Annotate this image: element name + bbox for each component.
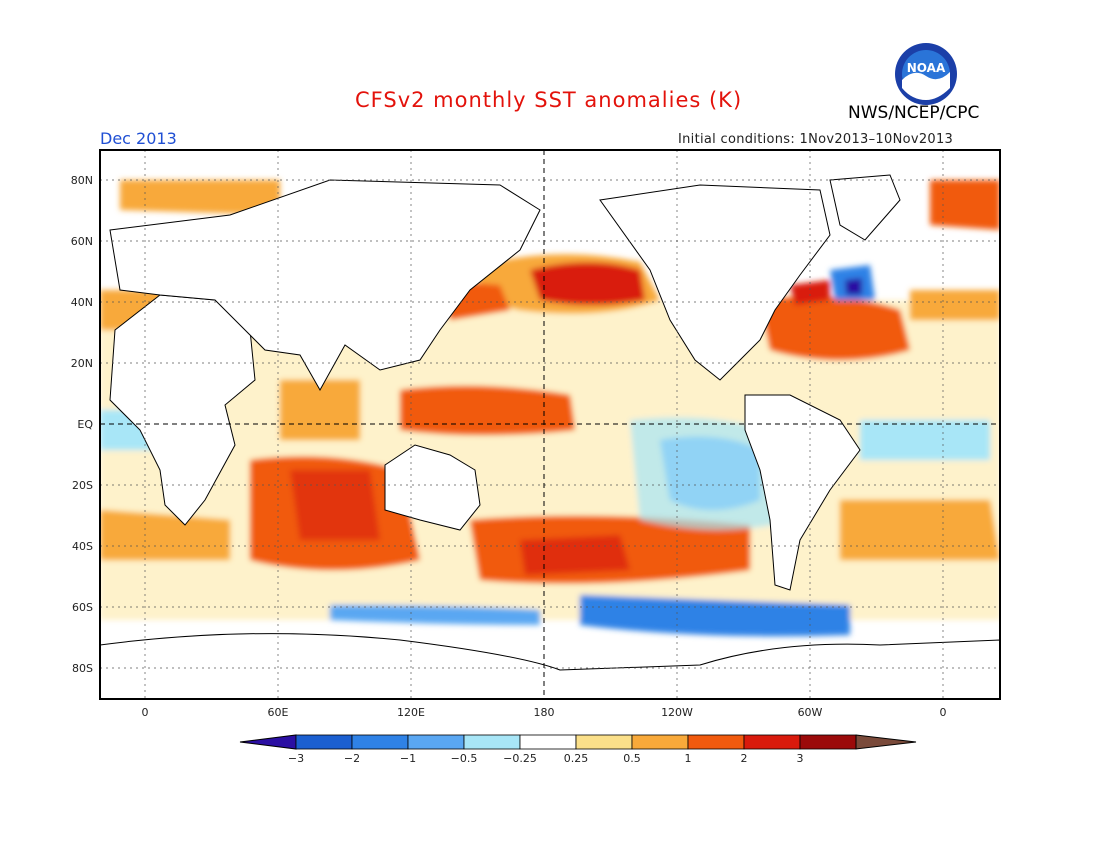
lon-tick-label: 120E [397,706,425,719]
colorbar-high-arrow [855,734,917,750]
svg-text:NOAA: NOAA [907,61,946,75]
colorbar-swatch [463,734,521,750]
continent-outlines [100,174,1000,699]
colorbar: −3 −2 −1 −0.5 −0.25 0.25 0.5 1 2 3 [239,734,917,765]
colorbar-label: −3 [288,752,304,765]
colorbar-swatch [575,734,633,750]
lat-tick-label: 80N [71,174,93,187]
colorbar-swatch [799,734,857,750]
colorbar-swatch [351,734,409,750]
colorbar-swatch [631,734,689,750]
lat-tick-label: 20S [72,479,93,492]
lon-tick-label: 60W [798,706,823,719]
colorbar-label: 0.5 [623,752,641,765]
colorbar-swatch [743,734,801,750]
colorbar-swatch [295,734,353,750]
lat-tick-label: 60S [72,601,93,614]
colorbar-label: 2 [741,752,748,765]
lat-tick-label: EQ [77,418,93,431]
lat-tick-label: 20N [71,357,93,370]
colorbar-swatch [687,734,745,750]
colorbar-label: 3 [797,752,804,765]
lon-tick-label: 60E [268,706,289,719]
lon-tick-label: 120W [661,706,693,719]
noaa-logo: NOAA [895,43,957,105]
agency-label: NWS/NCEP/CPC [848,103,980,123]
gridlines [100,150,1000,699]
colorbar-swatch [519,734,577,750]
lon-axis: 0 60E 120E 180 120W 60W 0 [142,706,947,719]
initial-conditions: Initial conditions: 1Nov2013–10Nov2013 [678,132,954,147]
map-frame [99,149,1001,700]
forecast-month: Dec 2013 [100,129,177,148]
colorbar-low-arrow [239,734,297,750]
lat-tick-label: 40N [71,296,93,309]
colorbar-label: 0.25 [564,752,589,765]
colorbar-swatch [407,734,465,750]
lat-tick-label: 80S [72,662,93,675]
lon-tick-label: 180 [534,706,555,719]
lon-tick-label: 0 [940,706,947,719]
chart-title: CFSv2 monthly SST anomalies (K) [355,88,743,112]
colorbar-label: −1 [400,752,416,765]
colorbar-label: −0.25 [503,752,537,765]
lat-tick-label: 40S [72,540,93,553]
colorbar-label: −0.5 [451,752,478,765]
colorbar-label: 1 [685,752,692,765]
lat-tick-label: 60N [71,235,93,248]
colorbar-label: −2 [344,752,360,765]
lat-axis: 80N 60N 40N 20N EQ 20S 40S 60S 80S [71,174,94,675]
lon-tick-label: 0 [142,706,149,719]
